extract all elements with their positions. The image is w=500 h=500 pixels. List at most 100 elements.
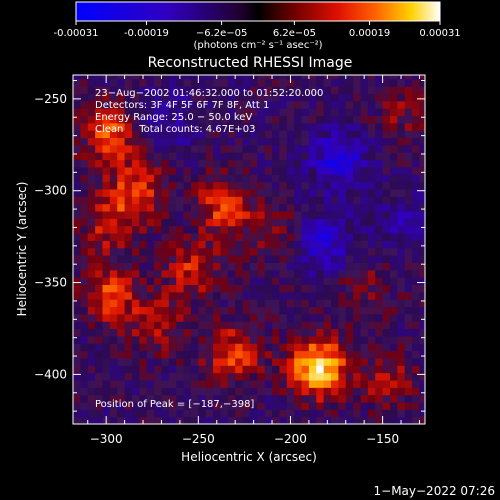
heatmap-cell [139,115,148,124]
heatmap-cell [301,313,310,322]
heatmap-cell [367,210,376,219]
colorbar [75,1,441,22]
heatmap-cell [109,75,118,80]
heatmap-cell [404,152,413,161]
heatmap-cell [286,379,295,388]
heatmap-cell [301,306,310,315]
x-tick-label: −300 [90,432,123,446]
heatmap-cell [205,75,214,80]
heatmap-cell [316,372,325,381]
heatmap-cell [367,218,376,227]
heatmap-cell [389,100,398,109]
heatmap-cell [323,299,332,308]
heatmap-cell [183,240,192,249]
heatmap-cell [294,86,303,94]
colorbar-tick-label: −6.2e−05 [196,28,248,39]
heatmap-cell [124,284,133,293]
heatmap-cell [264,137,273,146]
heatmap-cell [389,218,398,227]
heatmap-cell [353,137,362,146]
heatmap-cell [154,78,163,87]
y-tick-labels: −250−300−350−400 [34,92,67,382]
heatmap-cell [316,416,325,424]
y-tick-label: −400 [34,367,67,381]
heatmap-cell [257,313,266,322]
heatmap-cell [227,137,236,146]
heatmap-cell [109,379,118,388]
heatmap-cell [198,144,207,153]
heatmap-cell [139,343,148,352]
heatmap-cell [161,247,170,256]
heatmap-cell [331,372,339,381]
heatmap-cell [227,387,236,396]
heatmap-cell [375,232,384,241]
heatmap-cell [183,321,192,330]
heatmap-cell [73,174,81,183]
heatmap-cell [404,115,413,124]
heatmap-cell [117,108,126,117]
heatmap-cell [146,108,155,117]
heatmap-cell [412,130,421,139]
heatmap-cell [205,291,214,300]
heatmap-cell [353,152,362,161]
heatmap-cell [183,130,192,139]
heatmap-cell [308,108,317,117]
heatmap-cell [397,93,406,102]
heatmap-cell [190,306,199,315]
heatmap-cell [161,350,170,359]
heatmap-cell [87,335,96,344]
heatmap-cell [87,247,96,256]
heatmap-cell [205,232,214,241]
heatmap-cell [73,343,81,352]
heatmap-cell [139,328,148,337]
heatmap-cell [257,409,266,418]
heatmap-cell [176,78,185,87]
heatmap-cell [102,93,111,102]
heatmap-cell [102,159,111,168]
heatmap-cell [227,409,236,418]
heatmap-cell [109,416,118,424]
heatmap-cell [109,269,118,278]
heatmap-cell [235,203,244,212]
heatmap-cell [227,365,236,374]
heatmap-cell [220,379,229,388]
heatmap-cell [412,313,421,322]
heatmap-cell [183,137,192,146]
heatmap-cell [338,152,347,161]
heatmap-cell [73,262,81,271]
heatmap-cell [146,181,155,190]
heatmap-cell [294,166,303,175]
heatmap-cell [279,321,288,330]
heatmap-cell [249,196,258,205]
heatmap-cell [397,299,406,308]
heatmap-cell [80,291,89,300]
heatmap-cell [190,379,199,388]
heatmap-cell [95,299,104,308]
heatmap-cell [102,379,111,388]
heatmap-cell [102,350,111,359]
heatmap-cell [389,401,398,410]
heatmap-cell [227,255,236,263]
x-tick-label: −250 [182,432,215,446]
heatmap-cell [338,166,347,175]
heatmap-cell [257,299,266,308]
heatmap-cell [294,357,303,366]
heatmap-cell [242,277,251,285]
heatmap-cell [102,130,111,139]
heatmap-cell [139,255,148,263]
heatmap-cell [404,343,413,352]
heatmap-cell [124,218,133,227]
heatmap-cell [353,409,362,418]
colorbar-tick-label: 0.00019 [349,28,390,39]
heatmap-cell [95,196,104,205]
heatmap-cell [227,232,236,241]
heatmap-cell [131,196,140,205]
heatmap-cell [213,225,222,234]
footer-timestamp: 1−May−2022 07:26 [374,484,496,498]
heatmap-cell [139,291,148,300]
heatmap-cell [389,115,398,124]
heatmap-cell [279,328,288,337]
heatmap-cell [249,306,258,315]
heatmap-cell [382,108,391,117]
heatmap-cell [102,240,111,249]
